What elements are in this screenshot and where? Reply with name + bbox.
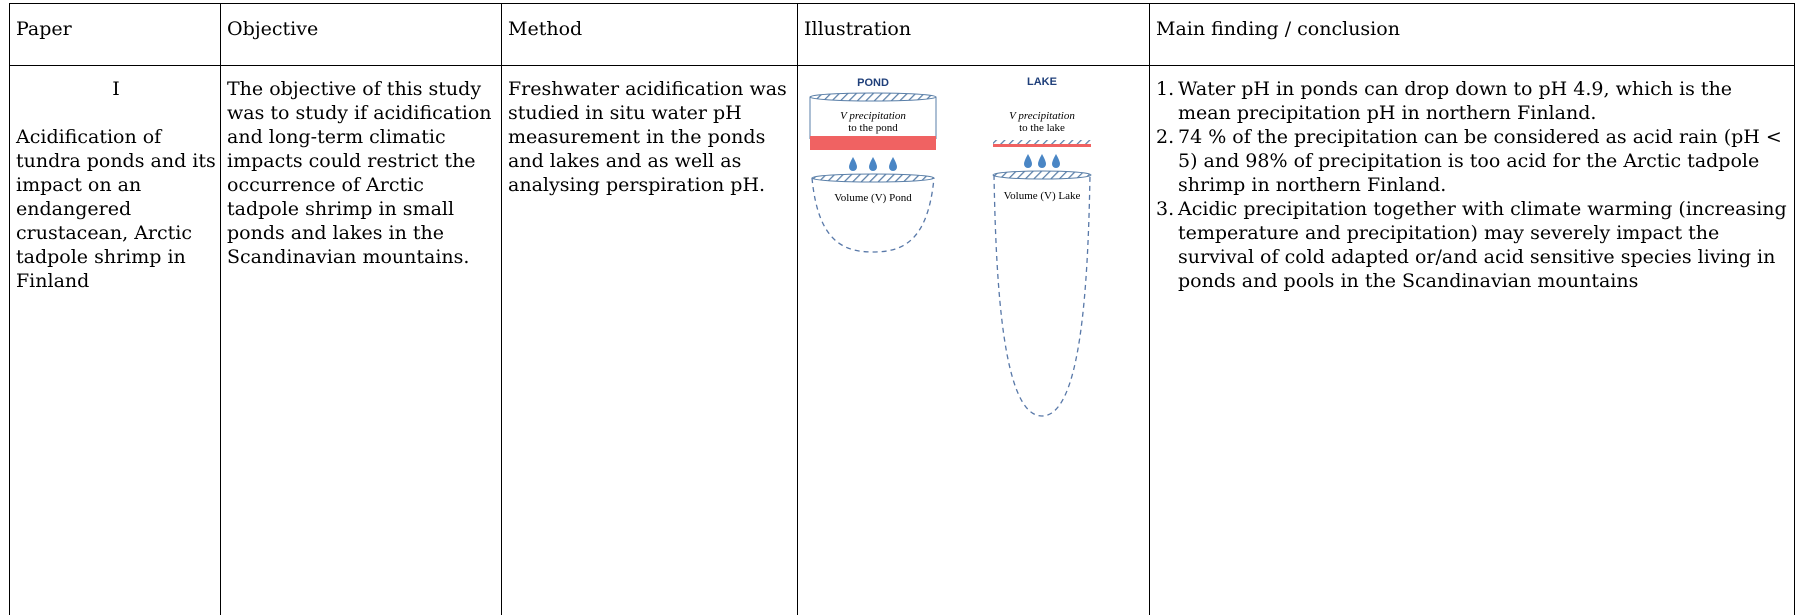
finding-text: Acidic precipitation together with clima… — [1178, 198, 1787, 292]
pond-lake-illustration: POND V precipitation to the pond Volume … — [809, 76, 1092, 417]
header-divider — [9, 65, 1795, 66]
finding-number: 1. — [1156, 78, 1175, 100]
objective-cell: The objective of this study was to study… — [227, 78, 492, 268]
lake-surface-hatch — [993, 140, 1091, 146]
lake-red-band — [993, 144, 1091, 147]
table-border-left — [9, 3, 10, 615]
lake-precip-line2: to the lake — [1019, 122, 1065, 134]
droplet-icon — [1024, 154, 1032, 168]
droplet-icon — [1052, 154, 1060, 168]
droplet-icon — [889, 157, 897, 171]
finding-number: 2. — [1156, 126, 1175, 148]
finding-text: 74 % of the precipitation can be conside… — [1178, 126, 1782, 196]
finding-item: 2. 74 % of the precipitation can be cons… — [1156, 125, 1788, 197]
pond-surface-hatch — [811, 173, 935, 183]
pond-title: POND — [857, 77, 889, 89]
header-finding: Main finding / conclusion — [1156, 18, 1400, 40]
table-border-top — [9, 3, 1795, 4]
results-table: Paper Objective Method Illustration Main… — [9, 3, 1795, 615]
pond-basin — [811, 177, 935, 253]
illustration-cell: POND V precipitation to the pond Volume … — [798, 66, 1148, 614]
pond-volume-label: Volume (V) Pond — [834, 192, 912, 204]
table-border-right — [1794, 3, 1795, 615]
droplet-icon — [849, 157, 857, 171]
pond-top-hatch — [809, 92, 937, 102]
header-illustration: Illustration — [804, 18, 912, 40]
column-divider-3 — [797, 3, 798, 615]
finding-number: 3. — [1156, 198, 1175, 220]
paper-title: Acidification of tundra ponds and its im… — [16, 126, 216, 292]
method-cell: Freshwater acidification was studied in … — [508, 78, 787, 196]
droplet-icon — [1038, 154, 1046, 168]
paper-number: I — [112, 78, 120, 100]
pond-red-band — [810, 136, 936, 150]
lake-basin-hatch — [992, 170, 1092, 180]
droplet-icon — [869, 157, 877, 171]
paper-cell: I Acidification of tundra ponds and its … — [16, 77, 216, 293]
column-divider-2 — [501, 3, 502, 615]
lake-volume-label: Volume (V) Lake — [1004, 190, 1081, 202]
findings-cell: 1. Water pH in ponds can drop down to pH… — [1156, 77, 1788, 293]
header-paper: Paper — [16, 18, 72, 40]
pond-diagram: POND V precipitation to the pond Volume … — [809, 77, 937, 253]
column-divider-1 — [220, 3, 221, 615]
header-method: Method — [508, 18, 583, 40]
lake-basin — [993, 174, 1091, 417]
lake-title: LAKE — [1027, 76, 1057, 88]
header-objective: Objective — [227, 18, 319, 40]
pond-precip-line1: V precipitation — [840, 110, 906, 122]
pond-precip-line2: to the pond — [848, 122, 898, 134]
finding-item: 3. Acidic precipitation together with cl… — [1156, 197, 1788, 293]
finding-text: Water pH in ponds can drop down to pH 4.… — [1178, 78, 1733, 124]
column-divider-4 — [1149, 3, 1150, 615]
lake-diagram: LAKE V precipitation to the lake Volume … — [992, 76, 1092, 417]
finding-item: 1. Water pH in ponds can drop down to pH… — [1156, 77, 1788, 125]
findings-list: 1. Water pH in ponds can drop down to pH… — [1156, 77, 1788, 293]
lake-precip-line1: V precipitation — [1009, 110, 1075, 122]
